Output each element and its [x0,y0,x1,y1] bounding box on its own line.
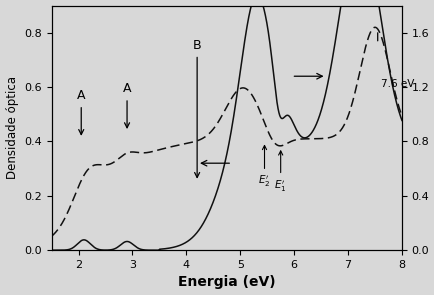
Text: A: A [122,82,131,128]
Y-axis label: Densidade óptica: Densidade óptica [6,76,19,179]
X-axis label: Energia (eV): Energia (eV) [178,276,275,289]
Text: B: B [192,39,201,178]
Text: A: A [77,89,85,135]
Text: 7.6 eV: 7.6 eV [381,79,414,89]
Text: $E_2'$: $E_2'$ [258,145,270,189]
Text: $E_1'$: $E_1'$ [274,151,286,194]
